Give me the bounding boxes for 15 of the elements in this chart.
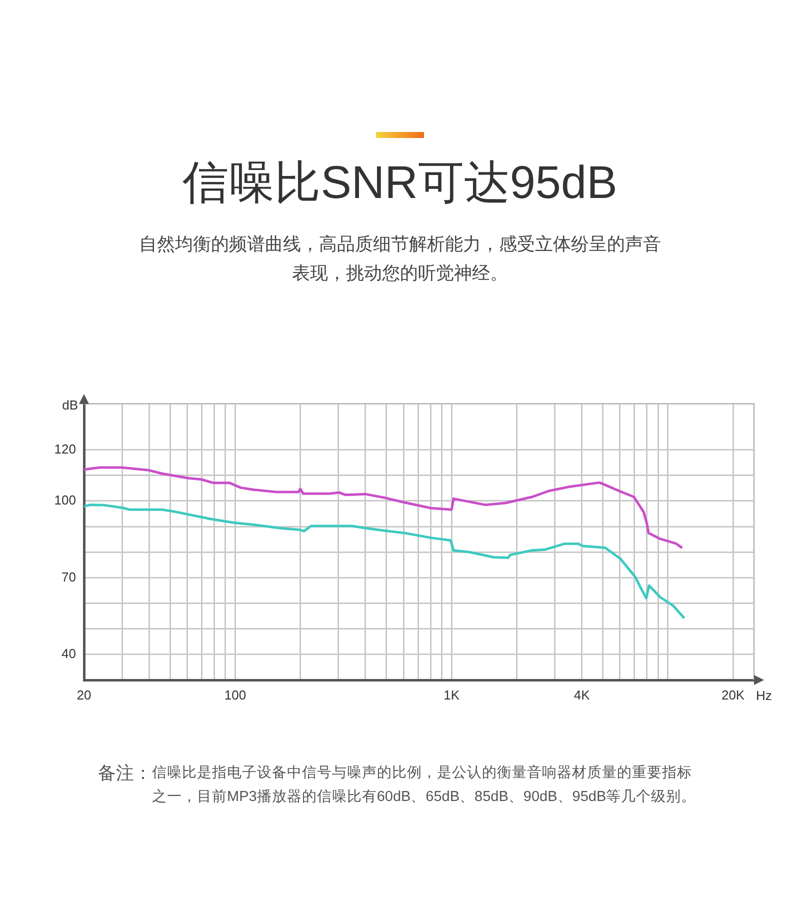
y-tick-label: 100 xyxy=(54,492,76,508)
chart-subtitle: 自然均衡的频谱曲线，高品质细节解析能力，感受立体纷呈的声音表现，挑动您的听觉神经。 xyxy=(138,233,662,285)
x-tick-label: 20 xyxy=(76,687,92,702)
text: 信噪比是指电子设备中信号与噪声的比例，是公认的衡量音响器材质量的重要指标之一，目前MP3播放器的信噪比有60dB、65dB、85dB、90dB、95dB等几个级别。 xyxy=(152,764,697,807)
text: 备注： xyxy=(98,762,152,785)
x-tick-label: 20K xyxy=(721,687,745,702)
chart-title: 信噪比SNR可达95dB xyxy=(182,155,618,210)
y-tick-label: 120 xyxy=(54,441,76,456)
y-axis-title: dB xyxy=(62,397,78,412)
x-tick-label: 100 xyxy=(224,687,246,702)
x-tick-label: 4K xyxy=(574,687,590,702)
x-axis-title: Hz xyxy=(756,688,772,704)
y-tick-label: 40 xyxy=(62,646,76,662)
y-tick-label: 70 xyxy=(62,569,76,584)
x-tick-label: 1K xyxy=(444,687,460,702)
